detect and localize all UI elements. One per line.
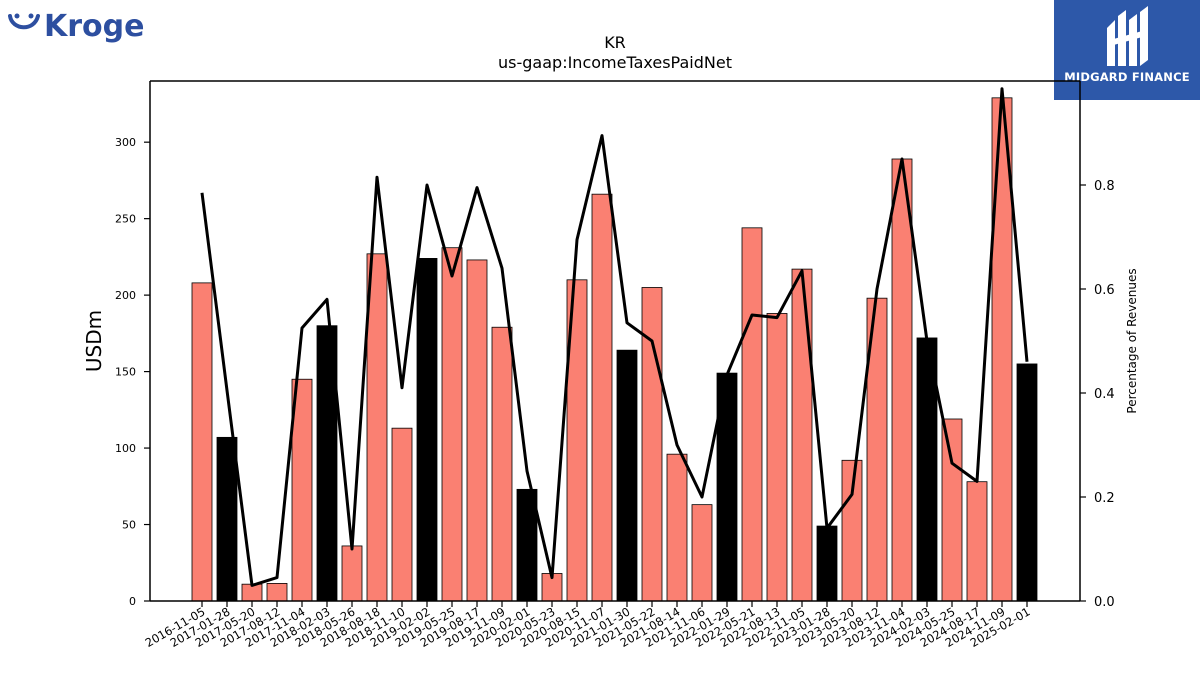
bar-2021-08-14 [666,453,688,602]
y2-tick-label: 0.0 [1094,595,1115,610]
y2-tick-label: 0.6 [1094,283,1115,298]
bar-2023-05-20 [841,459,863,602]
y-tick-label: 0 [129,595,136,608]
y-tick-label: 100 [115,442,136,455]
midgard-emblem-icon [1107,6,1148,66]
bar-2020-11-07 [591,193,613,602]
bar-2019-08-17 [466,259,488,602]
bar-2021-01-30 [616,349,638,602]
bar-2019-05-25 [441,247,463,602]
y-axis-label: USDm [82,310,106,372]
line-series [200,87,1029,587]
y2-axis-label: Percentage of Revenues [1125,268,1139,413]
y-tick-label: 200 [115,289,136,302]
bar-2023-01-28 [816,525,838,602]
chart-title: KR [604,33,626,52]
y-axis-ticks: 0 50 100 150 200 250 300 [115,136,150,608]
bar-2022-08-13 [766,313,788,602]
bar-2018-08-18 [366,253,388,602]
y-tick-label: 250 [115,213,136,226]
midgard-finance-logo: MIDGARD FINANCE [1054,0,1200,100]
revenue-share-line [200,87,1029,587]
bar-2025-02-01 [1016,363,1038,602]
kroger-smile-icon [8,13,40,30]
bar-2017-01-28 [216,436,238,602]
kroger-wordmark: Kroger [44,9,144,44]
y2-tick-label: 0.4 [1094,387,1115,402]
bar-series [191,97,1038,602]
axes [149,80,1081,602]
bar-2019-11-09 [491,326,513,602]
y2-tick-label: 0.8 [1094,179,1115,194]
y2-tick-label: 0.2 [1094,491,1115,506]
bar-2024-05-25 [941,418,963,602]
bar-2018-05-26 [341,545,363,602]
midgard-wordmark: MIDGARD FINANCE [1064,70,1190,84]
x-axis-ticks: 2016-11-052017-01-282017-05-202017-08-12… [143,601,1033,650]
y2-axis-ticks: 0.0 0.2 0.4 0.6 0.8 [1080,179,1115,610]
y-tick-label: 50 [122,519,136,532]
bar-2018-11-10 [391,427,413,602]
y-tick-label: 300 [115,136,136,149]
bar-2023-11-04 [891,158,913,602]
bar-2016-11-05 [191,282,213,602]
kroger-logo: Kroger [4,4,159,54]
bar-2022-11-05 [791,268,813,602]
bar-2019-02-02 [416,258,438,602]
chart-subtitle: us-gaap:IncomeTaxesPaidNet [498,53,732,72]
y-tick-label: 150 [115,366,136,379]
bar-2022-05-21 [741,227,763,602]
bar-2024-08-17 [966,481,988,602]
bar-2017-08-12 [266,583,288,602]
bar-2021-11-06 [691,504,713,602]
